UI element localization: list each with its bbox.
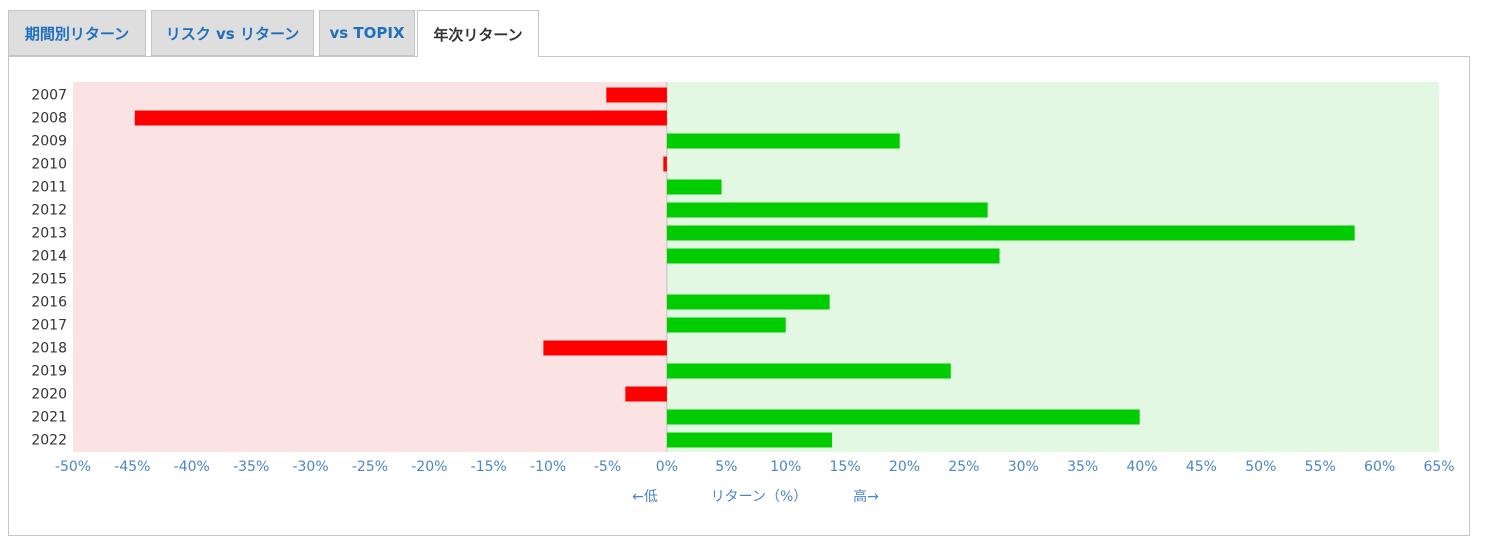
year-label: 2007 [31,88,67,104]
year-label: 2009 [31,134,67,150]
chart-panel: 2007 2008 2009 2010 2011 2012 2013 2014 2015 2016… [8,56,1470,536]
tab-risk-vs-return[interactable]: リスク vs リターン [151,10,314,56]
year-label: 2019 [31,364,67,380]
year-label: 2012 [31,203,67,219]
x-tick-label: -30% [292,459,328,475]
x-tick-label: 20% [889,459,920,475]
tab-vs-topix[interactable]: vs TOPIX [319,10,415,56]
bar-2010 [663,156,667,172]
bar-2008 [134,110,667,126]
x-tick-label: -25% [352,459,388,475]
x-tick-label: -35% [233,459,269,475]
tab-period-return[interactable]: 期間別リターン [8,10,146,56]
bar-2016 [666,294,830,310]
x-tick-label: 50% [1245,459,1276,475]
x-tick-label: 40% [1126,459,1157,475]
x-tick-label: 5% [715,459,737,475]
year-label: 2014 [31,249,67,265]
x-tick-label: 10% [770,459,801,475]
x-tick-label: -40% [174,459,210,475]
x-tick-label: 60% [1364,459,1395,475]
bar-2018 [543,340,667,356]
x-tick-label: 35% [1067,459,1098,475]
bar-2014 [666,248,1000,264]
year-label: 2021 [31,410,67,426]
x-tick-label: -10% [530,459,566,475]
x-axis-title: リターン（%） [711,489,808,505]
year-label: 2010 [31,157,67,173]
x-tick-label: 45% [1186,459,1217,475]
negative-region-bg [73,82,667,452]
year-label: 2008 [31,111,67,127]
year-label: 2017 [31,318,67,334]
bar-2021 [666,409,1140,425]
x-tick-label: 15% [830,459,861,475]
x-tick-label: 55% [1305,459,1336,475]
bar-2012 [666,202,988,218]
x-tick-label: -15% [471,459,507,475]
x-tick-label: -45% [114,459,150,475]
tab-annual-return[interactable]: 年次リターン [417,10,539,57]
year-label: 2018 [31,341,67,357]
year-label: 2016 [31,295,67,311]
x-tick-label: 65% [1423,459,1454,475]
year-label: 2011 [31,180,67,196]
bar-2019 [666,363,951,379]
x-axis-high-label: 高→ [853,488,879,505]
x-tick-label: -50% [55,459,91,475]
bar-2020 [625,386,667,402]
year-label: 2022 [31,433,67,449]
annual-return-chart: 2007 2008 2009 2010 2011 2012 2013 2014 2015 2016… [31,82,1455,505]
year-label: 2013 [31,226,67,242]
bar-2007 [606,87,667,103]
bar-2011 [666,179,722,195]
x-axis-low-label: ←低 [632,489,658,505]
year-label: 2015 [31,272,67,288]
x-tick-label: 0% [656,459,678,475]
x-tick-label: -5% [594,459,621,475]
bar-2009 [666,133,900,149]
x-tick-label: 25% [948,459,979,475]
x-tick-label: -20% [411,459,447,475]
bar-2017 [666,317,786,333]
year-label: 2020 [31,387,67,403]
x-tick-label: 30% [1008,459,1039,475]
bar-2022 [666,432,833,448]
bar-2013 [666,225,1355,241]
